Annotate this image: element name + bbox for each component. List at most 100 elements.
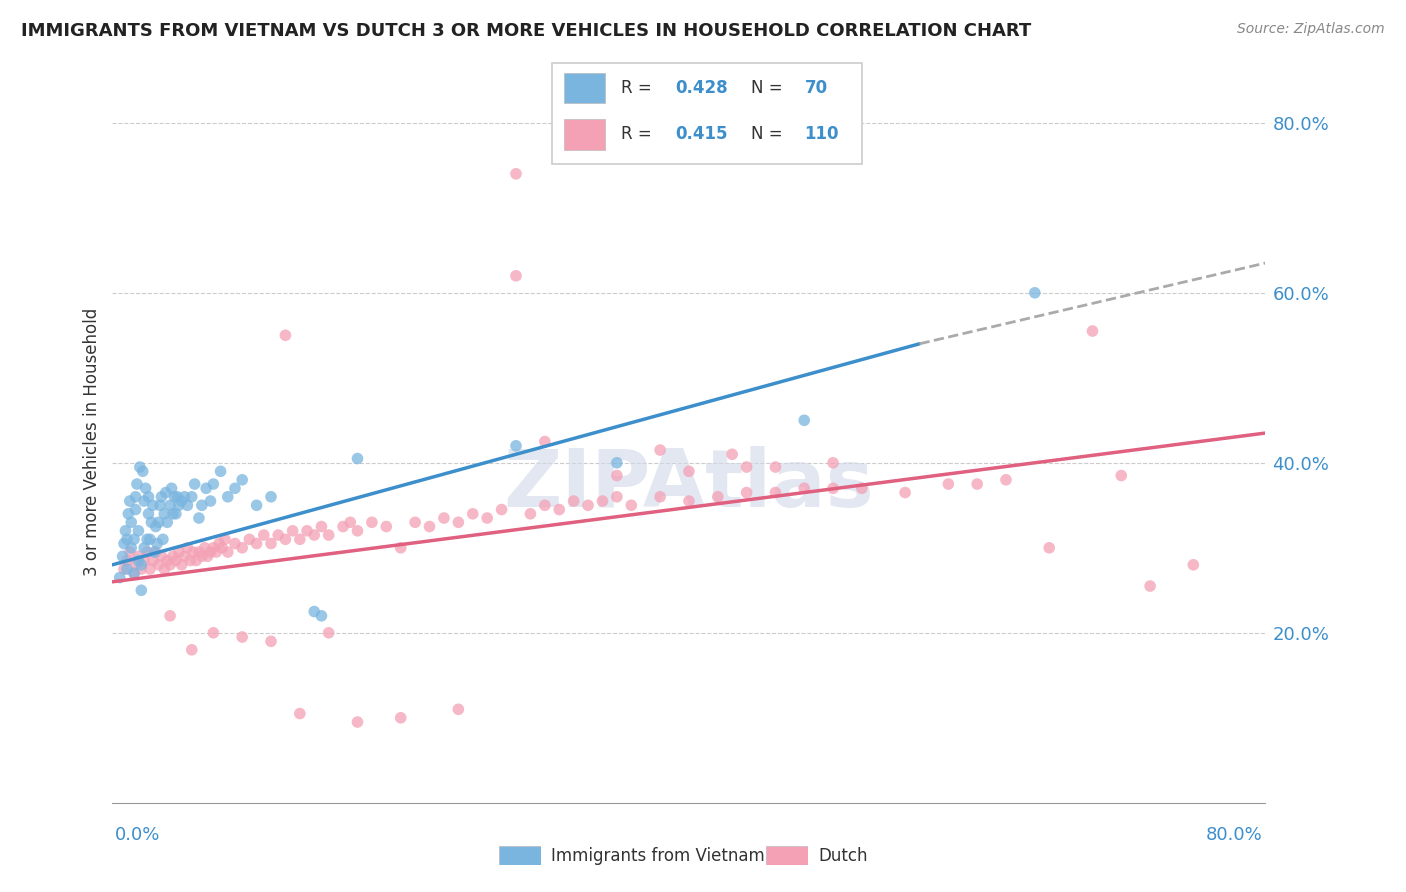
Point — [735, 460, 758, 475]
Point — [318, 625, 340, 640]
Text: ZIPAtlas: ZIPAtlas — [503, 446, 875, 524]
Text: 0.428: 0.428 — [675, 79, 727, 97]
Point — [966, 477, 988, 491]
Point — [165, 553, 187, 567]
Point — [202, 541, 225, 555]
Point — [145, 545, 167, 559]
Point — [274, 533, 297, 547]
Point — [176, 498, 198, 512]
Point — [124, 502, 146, 516]
Point — [122, 533, 145, 547]
Text: IMMIGRANTS FROM VIETNAM VS DUTCH 3 OR MORE VEHICLES IN HOUSEHOLD CORRELATION CHA: IMMIGRANTS FROM VIETNAM VS DUTCH 3 OR MO… — [21, 22, 1032, 40]
Point — [163, 490, 186, 504]
Point — [132, 464, 155, 478]
Point — [191, 549, 214, 564]
Text: Immigrants from Vietnam: Immigrants from Vietnam — [551, 847, 765, 865]
Point — [1038, 541, 1060, 555]
Point — [179, 553, 201, 567]
Point — [650, 443, 672, 458]
Point — [128, 460, 150, 475]
Point — [135, 481, 157, 495]
Point — [195, 481, 218, 495]
Point — [995, 473, 1018, 487]
Point — [735, 485, 758, 500]
Point — [447, 702, 470, 716]
Point — [139, 533, 162, 547]
Point — [149, 498, 172, 512]
Point — [143, 545, 166, 559]
Point — [152, 533, 174, 547]
Point — [134, 553, 156, 567]
Point — [534, 498, 557, 512]
Point — [505, 439, 527, 453]
Point — [166, 490, 188, 504]
Point — [115, 562, 138, 576]
Text: N =: N = — [751, 79, 787, 97]
Point — [1182, 558, 1205, 572]
Point — [173, 490, 195, 504]
Point — [505, 167, 527, 181]
Point — [112, 536, 135, 550]
Point — [318, 528, 340, 542]
Point — [851, 481, 873, 495]
Point — [138, 507, 160, 521]
Point — [208, 536, 231, 550]
Point — [134, 494, 156, 508]
Point — [260, 634, 283, 648]
Text: R =: R = — [621, 79, 657, 97]
Point — [346, 714, 368, 729]
Point — [173, 549, 195, 564]
Point — [505, 268, 527, 283]
Point — [519, 507, 541, 521]
Point — [224, 481, 246, 495]
Point — [246, 498, 269, 512]
Point — [165, 507, 187, 521]
Point — [765, 485, 787, 500]
Point — [821, 481, 844, 495]
Point — [576, 498, 599, 512]
Point — [200, 494, 222, 508]
Point — [936, 477, 959, 491]
Point — [122, 566, 145, 581]
Point — [129, 562, 153, 576]
Point — [194, 541, 217, 555]
Text: R =: R = — [621, 125, 657, 144]
Point — [375, 519, 398, 533]
Text: 110: 110 — [804, 125, 839, 144]
Point — [1111, 468, 1133, 483]
Point — [793, 481, 815, 495]
Point — [136, 545, 159, 559]
Point — [620, 498, 643, 512]
Point — [167, 545, 190, 559]
Point — [142, 553, 165, 567]
Point — [148, 516, 170, 530]
Point — [122, 566, 145, 581]
Point — [217, 545, 239, 559]
Point — [404, 516, 426, 530]
Point — [678, 464, 700, 478]
Point — [200, 545, 222, 559]
Point — [118, 494, 141, 508]
Point — [332, 519, 354, 533]
Point — [127, 549, 149, 564]
Point — [127, 524, 149, 538]
Y-axis label: 3 or more Vehicles in Household: 3 or more Vehicles in Household — [83, 308, 101, 575]
Point — [191, 498, 214, 512]
Text: 70: 70 — [804, 79, 828, 97]
Point — [894, 485, 917, 500]
Point — [115, 553, 138, 567]
Point — [231, 473, 253, 487]
Point — [592, 494, 614, 508]
Point — [765, 460, 787, 475]
Point — [419, 519, 441, 533]
Point — [180, 490, 202, 504]
Point — [118, 545, 141, 559]
Point — [238, 533, 260, 547]
Point — [360, 516, 382, 530]
Point — [793, 413, 815, 427]
Point — [678, 494, 700, 508]
Point — [274, 328, 297, 343]
Point — [127, 553, 149, 567]
Point — [159, 558, 181, 572]
Point — [170, 494, 193, 508]
